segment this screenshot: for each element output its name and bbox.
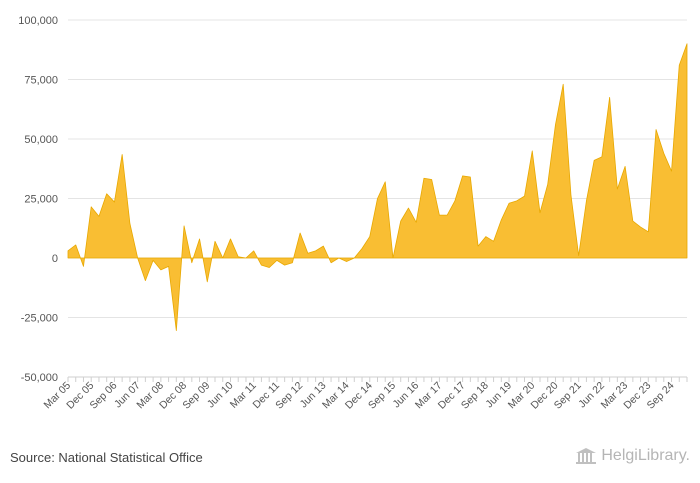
series-area bbox=[67, 43, 688, 331]
area-chart: 100,000 75,000 50,000 25,000 0 -25,000 -50,000… bbox=[18, 15, 688, 412]
y-tick-label: 75,000 bbox=[24, 75, 58, 87]
y-tick-label: -50,000 bbox=[21, 372, 58, 384]
helgi-library-logo: HelgiLibrary. bbox=[575, 447, 690, 465]
source-note: Source: National Statistical Office bbox=[10, 450, 203, 465]
y-tick-label: 0 bbox=[52, 253, 58, 265]
logo-text: HelgiLibrary. bbox=[601, 447, 690, 464]
y-tick-label: -25,000 bbox=[21, 313, 58, 325]
y-axis: 100,000 75,000 50,000 25,000 0 -25,000 -50,000 bbox=[18, 15, 58, 384]
library-building-icon bbox=[576, 448, 597, 464]
series-area-fill bbox=[67, 43, 688, 331]
y-tick-label: 50,000 bbox=[24, 134, 58, 146]
y-tick-label: 100,000 bbox=[18, 15, 58, 27]
y-tick-label: 25,000 bbox=[24, 194, 58, 206]
